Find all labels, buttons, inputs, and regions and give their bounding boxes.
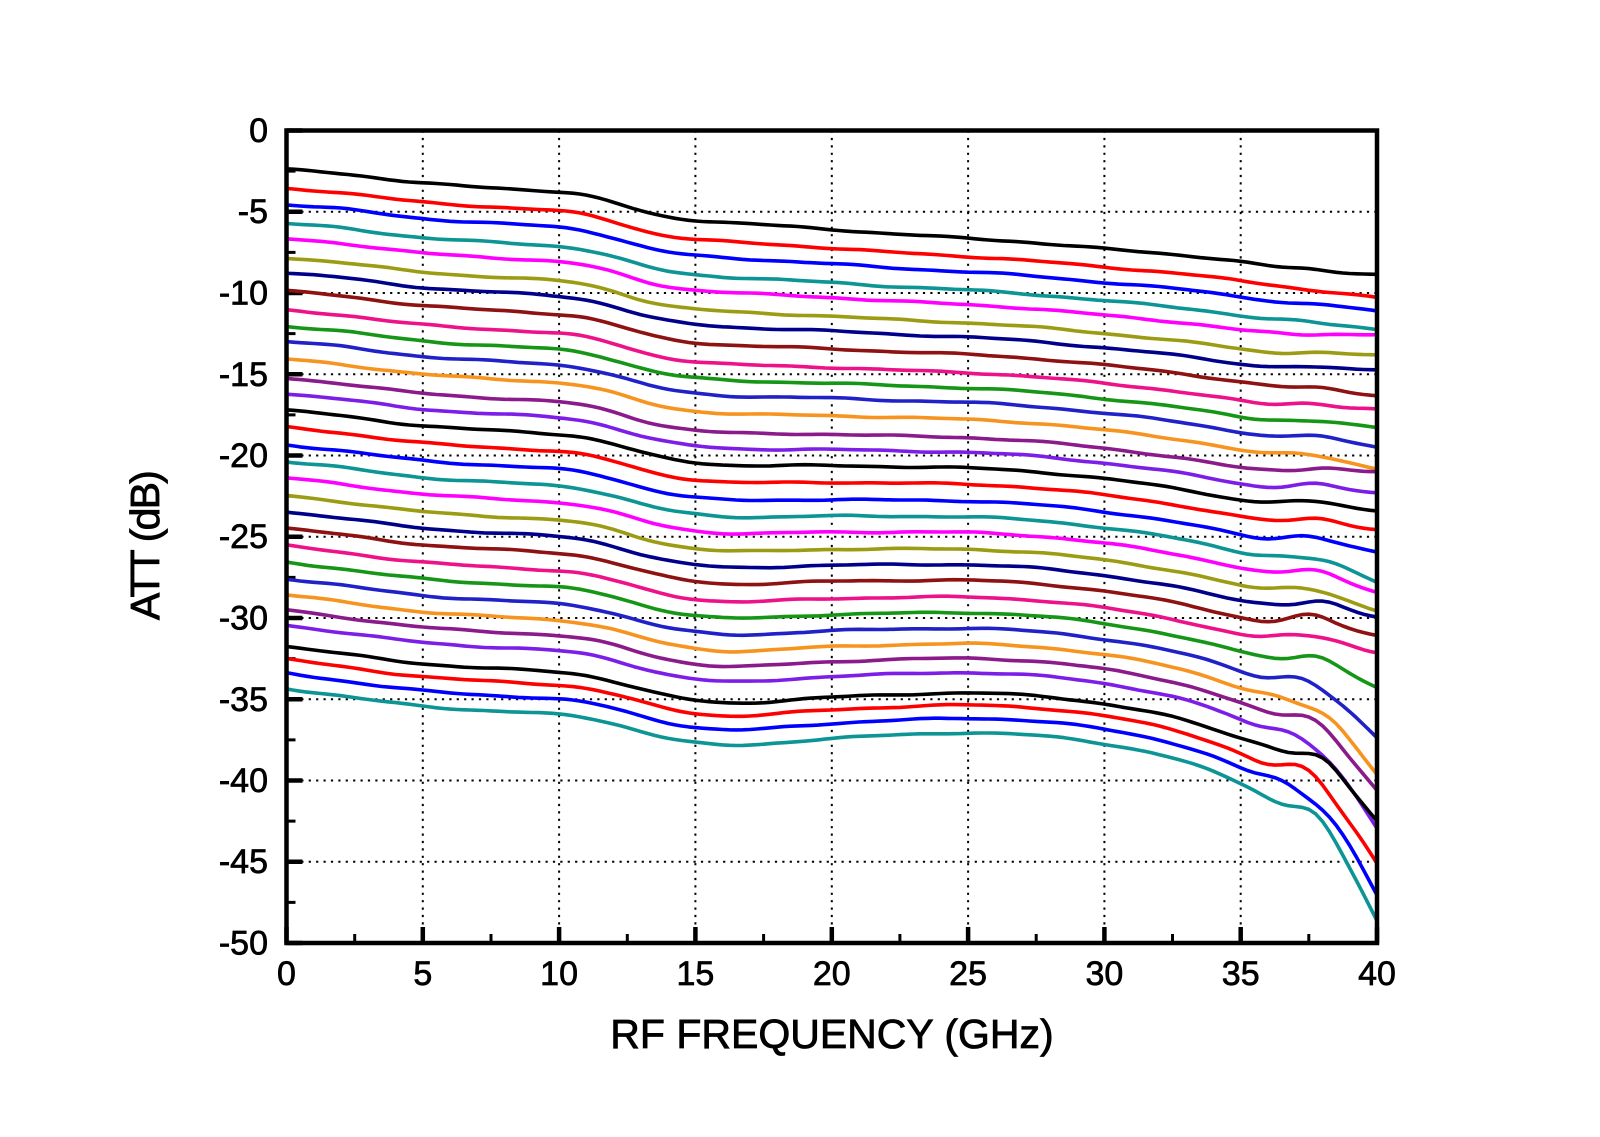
svg-text:RF FREQUENCY (GHz): RF FREQUENCY (GHz) [610,1011,1053,1057]
svg-text:-20: -20 [219,437,268,475]
svg-text:5: 5 [413,955,432,993]
svg-text:40: 40 [1358,955,1396,993]
svg-text:-10: -10 [219,275,268,313]
svg-text:10: 10 [540,955,578,993]
svg-text:-40: -40 [219,762,268,800]
svg-text:-5: -5 [238,193,268,231]
svg-text:-35: -35 [219,681,268,719]
svg-text:35: 35 [1222,955,1260,993]
svg-text:0: 0 [249,112,268,150]
svg-text:-30: -30 [219,600,268,638]
svg-text:15: 15 [676,955,714,993]
svg-text:ATT (dB): ATT (dB) [122,472,168,620]
svg-text:-50: -50 [219,925,268,963]
svg-text:20: 20 [813,955,851,993]
svg-text:0: 0 [277,955,296,993]
svg-text:-25: -25 [219,518,268,556]
svg-text:25: 25 [949,955,987,993]
svg-text:30: 30 [1085,955,1123,993]
svg-text:-15: -15 [219,356,268,394]
svg-text:-45: -45 [219,843,268,881]
